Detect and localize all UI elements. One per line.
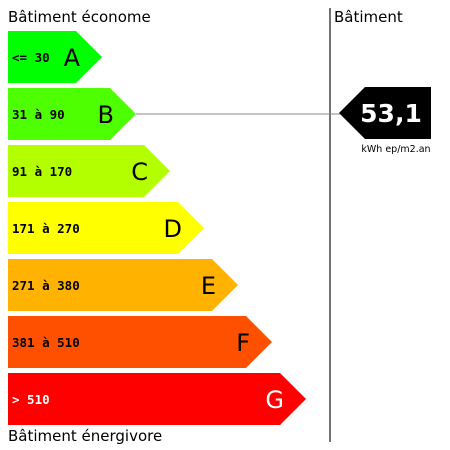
class-letter-e: E (201, 272, 216, 300)
class-letter-c: C (131, 158, 148, 186)
class-bar-f (8, 316, 272, 368)
class-range-b: 31 à 90 (12, 107, 65, 122)
class-bar-g (8, 373, 306, 425)
class-bar-e (8, 259, 238, 311)
class-bar-c (8, 145, 170, 197)
footer-bottom-title: Bâtiment énergivore (8, 427, 163, 445)
class-range-f: 381 à 510 (12, 335, 80, 350)
class-bars: <= 30 A 31 à 90 B 91 à 170 C 171 à 270 D 271 à 3… (8, 31, 306, 425)
header-right-title: Bâtiment (334, 8, 403, 26)
class-bar-d (8, 202, 204, 254)
class-range-e: 271 à 380 (12, 278, 80, 293)
header-left-title: Bâtiment économe (8, 8, 151, 26)
class-range-c: 91 à 170 (12, 164, 72, 179)
class-letter-b: B (98, 101, 114, 129)
class-bar-a (8, 31, 102, 83)
class-letter-a: A (64, 44, 81, 72)
class-bar-b (8, 88, 136, 140)
value-marker-text: 53,1 (360, 99, 422, 128)
value-marker-shape (339, 87, 431, 139)
class-letter-f: F (236, 329, 250, 357)
class-range-a: <= 30 (12, 50, 50, 65)
class-letter-g: G (265, 386, 284, 414)
class-range-d: 171 à 270 (12, 221, 80, 236)
value-marker: 53,1 (339, 87, 431, 139)
value-unit: kWh ep/m2.an (361, 144, 430, 155)
class-letter-d: D (164, 215, 182, 243)
class-range-g: > 510 (12, 392, 50, 407)
